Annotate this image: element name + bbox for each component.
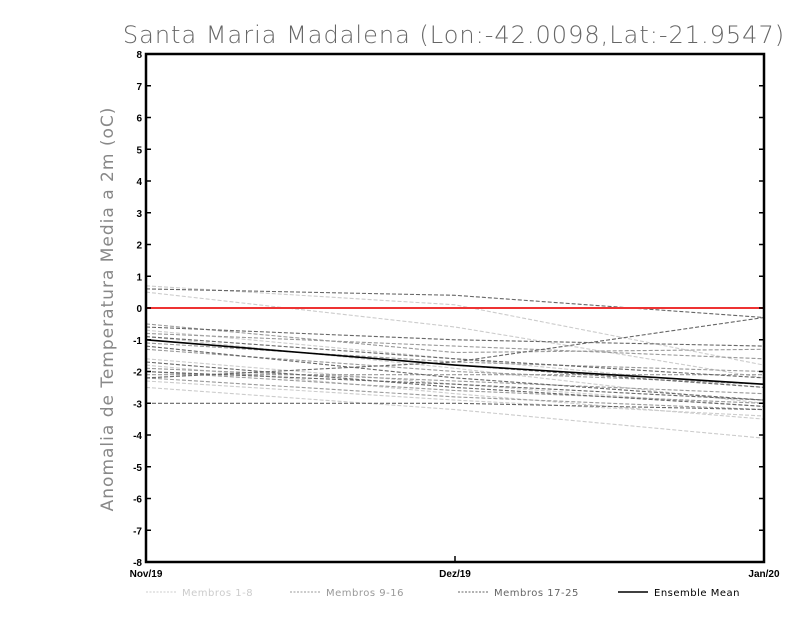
y-tick-label: -5 [133,463,142,474]
series-line-membros-9-16-2 [145,332,765,360]
y-tick-label: -2 [133,368,142,379]
y-tick-label: 5 [136,145,142,156]
series-line-membros-17-25-7 [145,370,765,401]
y-tick-label: -6 [133,495,142,506]
y-tick-label: -8 [133,558,142,569]
y-tick-label: 4 [136,177,142,188]
y-tick-label: 8 [136,50,142,61]
series-line-membros-1-8-8 [145,336,765,404]
series-line-membros-17-25-8 [145,316,765,379]
y-tick-label: 3 [136,209,142,220]
chart-title: Santa Maria Madalena (Lon:-42.0098,Lat:-… [123,21,785,49]
x-tick-label: Nov/19 [130,569,163,580]
y-axis-label: Anomalia de Temperatura Media a 2m (oC) [98,107,118,512]
series-line-membros-17-25-1 [145,288,765,319]
y-tick-label: 1 [136,272,142,283]
series-line-membros-1-8-2 [145,291,765,379]
x-tick-label: Jan/20 [748,569,780,580]
series-line-membros-1-8-1 [145,285,765,366]
series-line-membros-9-16-1 [145,323,765,354]
series-line-membros-9-16-6 [145,370,765,404]
series-line-membros-1-8-4 [145,358,765,407]
series-line-ensemble-mean-1 [145,339,765,385]
series-line-membros-1-8-6 [145,380,765,417]
y-tick-label: -7 [133,526,142,537]
legend-label: Membros 9-16 [326,588,404,599]
series-line-membros-1-8-7 [145,386,765,439]
y-tick-label: -1 [133,336,142,347]
x-axis-ticks: Nov/19 Dez/19 Jan/20 [130,556,780,580]
series-line-membros-17-25-5 [145,345,765,401]
series-line-membros-9-16-8 [145,377,765,411]
legend-label: Membros 17-25 [494,588,579,599]
legend-label: Ensemble Mean [654,588,740,599]
series-line-membros-17-25-6 [145,361,765,407]
legend-label: Membros 1-8 [182,588,253,599]
series-line-membros-17-25-9 [146,402,765,411]
y-tick-label: 0 [136,304,142,315]
series-line-membros-17-25-2 [145,326,765,347]
legend: Membros 1-8 Membros 9-16 Membros 17-25 Ense… [146,588,740,599]
series-line-membros-9-16-5 [145,367,765,395]
y-tick-label: -3 [133,399,142,410]
series-line-membros-17-25-3 [145,336,765,379]
y-tick-label: 6 [136,114,142,125]
y-axis-ticks: -8 -7 -6 -5 -4 -3 -2 -1 0 1 2 3 4 5 6 7 8 [133,50,764,569]
x-tick-label: Dez/19 [439,569,471,580]
y-tick-label: 2 [136,241,142,252]
y-tick-label: -4 [133,431,142,442]
plot-lines [145,285,765,439]
y-tick-label: 7 [136,82,142,93]
